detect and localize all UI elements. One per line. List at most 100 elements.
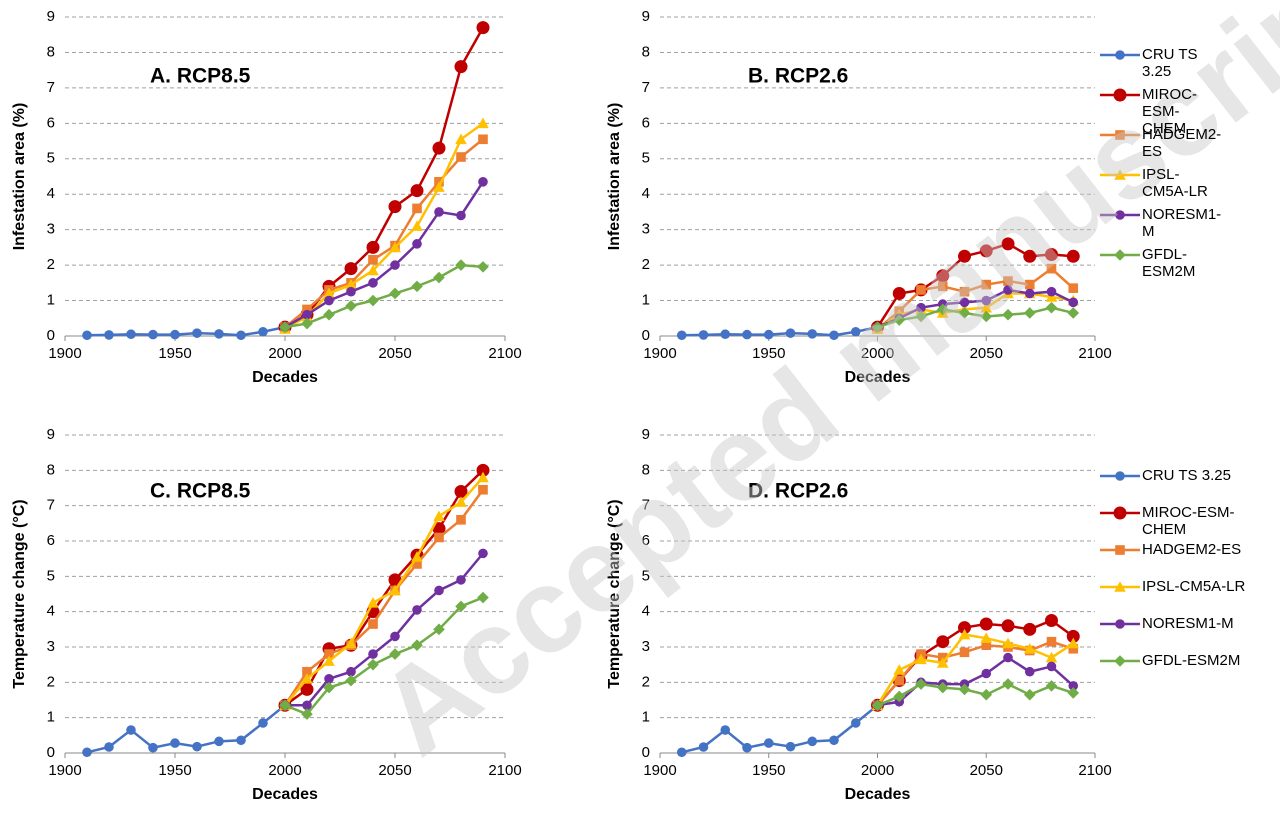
marker — [454, 60, 468, 74]
y-tick-label: 3 — [642, 638, 650, 655]
marker — [893, 690, 906, 703]
marker — [301, 317, 313, 330]
marker — [959, 286, 970, 297]
marker — [785, 741, 796, 752]
marker — [1024, 288, 1035, 299]
marker — [324, 674, 334, 684]
marker — [412, 559, 422, 569]
marker — [214, 329, 224, 339]
marker — [1002, 637, 1014, 649]
y-tick-label: 3 — [47, 221, 55, 238]
marker — [323, 287, 335, 299]
marker — [958, 307, 971, 319]
x-tick-label: 1900 — [48, 762, 81, 779]
legend-marker — [1115, 50, 1125, 60]
marker — [915, 653, 927, 665]
legend-marker — [1114, 249, 1126, 261]
marker — [82, 747, 92, 758]
marker — [1023, 249, 1037, 263]
marker — [410, 184, 424, 198]
marker — [1067, 637, 1080, 649]
marker — [411, 639, 423, 652]
marker — [1046, 661, 1057, 672]
marker — [829, 735, 839, 746]
marker — [388, 200, 402, 214]
marker — [126, 725, 136, 735]
marker — [871, 699, 884, 712]
x-tick-label: 1950 — [158, 345, 191, 362]
marker — [936, 681, 949, 694]
marker — [981, 295, 992, 306]
panel: 0 1 2 3 4 5 6 7 8 9 1900 1950 2000 2050 2100 Decades Inf… — [11, 8, 521, 386]
marker — [720, 725, 731, 735]
marker — [390, 260, 400, 270]
y-tick-label: 8 — [47, 461, 55, 478]
marker — [433, 623, 445, 636]
x-tick-label: 2000 — [861, 345, 894, 362]
legend-marker — [1113, 88, 1127, 102]
series-line — [876, 242, 1074, 328]
marker — [1003, 285, 1013, 295]
marker — [345, 278, 357, 290]
marker — [477, 471, 489, 483]
marker — [1045, 614, 1058, 627]
marker — [1046, 286, 1057, 297]
marker — [980, 301, 993, 313]
y-tick-label: 0 — [642, 744, 650, 761]
series-line — [876, 640, 1074, 707]
marker — [1045, 301, 1058, 314]
marker — [104, 330, 114, 340]
marker — [742, 329, 752, 340]
y-tick-label: 7 — [642, 497, 650, 514]
legend-label: HADGEM2-ES — [1142, 541, 1242, 558]
panel-title: A. RCP8.5 — [150, 65, 251, 88]
marker — [455, 600, 467, 613]
series-line — [285, 552, 484, 707]
marker — [1068, 297, 1079, 308]
marker — [1068, 643, 1079, 654]
y-tick-label: 5 — [642, 150, 650, 167]
marker — [785, 328, 796, 338]
legend-label: NORESM1-M — [1142, 615, 1234, 632]
marker — [936, 303, 949, 316]
marker — [1068, 283, 1079, 293]
marker — [389, 648, 401, 660]
x-tick-label: 2100 — [488, 345, 521, 362]
y-tick-label: 7 — [47, 79, 55, 96]
marker — [958, 683, 971, 696]
marker — [477, 117, 489, 129]
marker — [367, 658, 379, 671]
marker — [871, 321, 884, 333]
y-tick-label: 0 — [47, 744, 55, 761]
marker — [476, 21, 490, 35]
marker — [1024, 279, 1035, 290]
marker — [893, 664, 906, 675]
marker — [1067, 307, 1080, 319]
marker — [981, 668, 992, 679]
marker — [301, 708, 313, 720]
marker — [170, 738, 180, 748]
panel: 0 1 2 3 4 5 6 7 8 9 1900 1950 2000 2050 2100 Decades Inf… — [606, 8, 1140, 386]
y-tick-label: 4 — [47, 603, 55, 620]
marker — [279, 699, 291, 712]
marker — [807, 736, 818, 747]
legend-label: CRU TS 3.25 — [1142, 467, 1231, 484]
marker — [236, 735, 246, 746]
marker — [433, 181, 445, 192]
marker — [324, 649, 334, 659]
series-line — [283, 489, 485, 706]
legend-label: GFDL-ESM2M — [1142, 652, 1241, 669]
marker — [368, 619, 378, 629]
marker — [959, 297, 970, 308]
y-tick-label: 6 — [642, 532, 650, 549]
x-axis-label: Decades — [252, 786, 318, 803]
marker — [1045, 291, 1058, 302]
marker — [1046, 636, 1057, 647]
x-tick-label: 2000 — [861, 762, 894, 779]
marker — [388, 573, 402, 587]
marker — [980, 688, 993, 701]
marker — [1045, 651, 1058, 663]
marker — [1001, 619, 1015, 633]
series-line — [284, 122, 484, 330]
y-tick-label: 2 — [47, 256, 55, 273]
